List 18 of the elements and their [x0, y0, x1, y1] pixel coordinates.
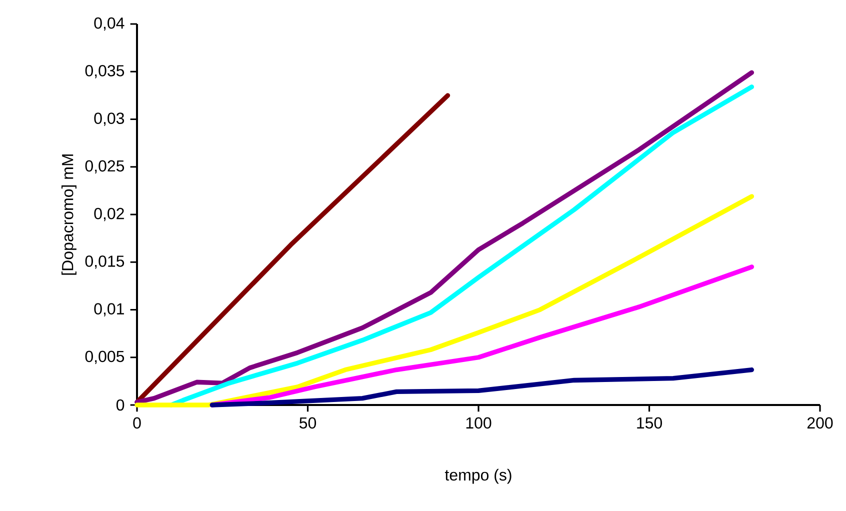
y-tick-label: 0,005 — [85, 350, 124, 364]
x-tick-label: 100 — [466, 417, 492, 429]
line-series — [210, 367, 754, 408]
y-tick-label: 0,01 — [94, 303, 124, 316]
x-axis-title: tempo (s) — [444, 468, 512, 484]
x-tick-label: 150 — [637, 417, 662, 429]
y-tick-label: 0,04 — [94, 17, 124, 31]
y-tick-label: 0,035 — [85, 65, 124, 78]
y-tick-label: 0,015 — [85, 256, 124, 269]
y-tick-label: 0 — [116, 399, 124, 411]
x-tick-label: 50 — [300, 417, 316, 429]
y-tick-label: 0,025 — [85, 160, 124, 174]
line-series — [134, 194, 754, 408]
y-axis-title: [Dopacromo] mM — [62, 154, 76, 275]
y-tick-label: 0,02 — [94, 208, 124, 222]
x-tick-label: 200 — [807, 417, 833, 429]
x-tick-label: 0 — [133, 417, 141, 429]
y-tick-label: 0,03 — [94, 112, 124, 126]
